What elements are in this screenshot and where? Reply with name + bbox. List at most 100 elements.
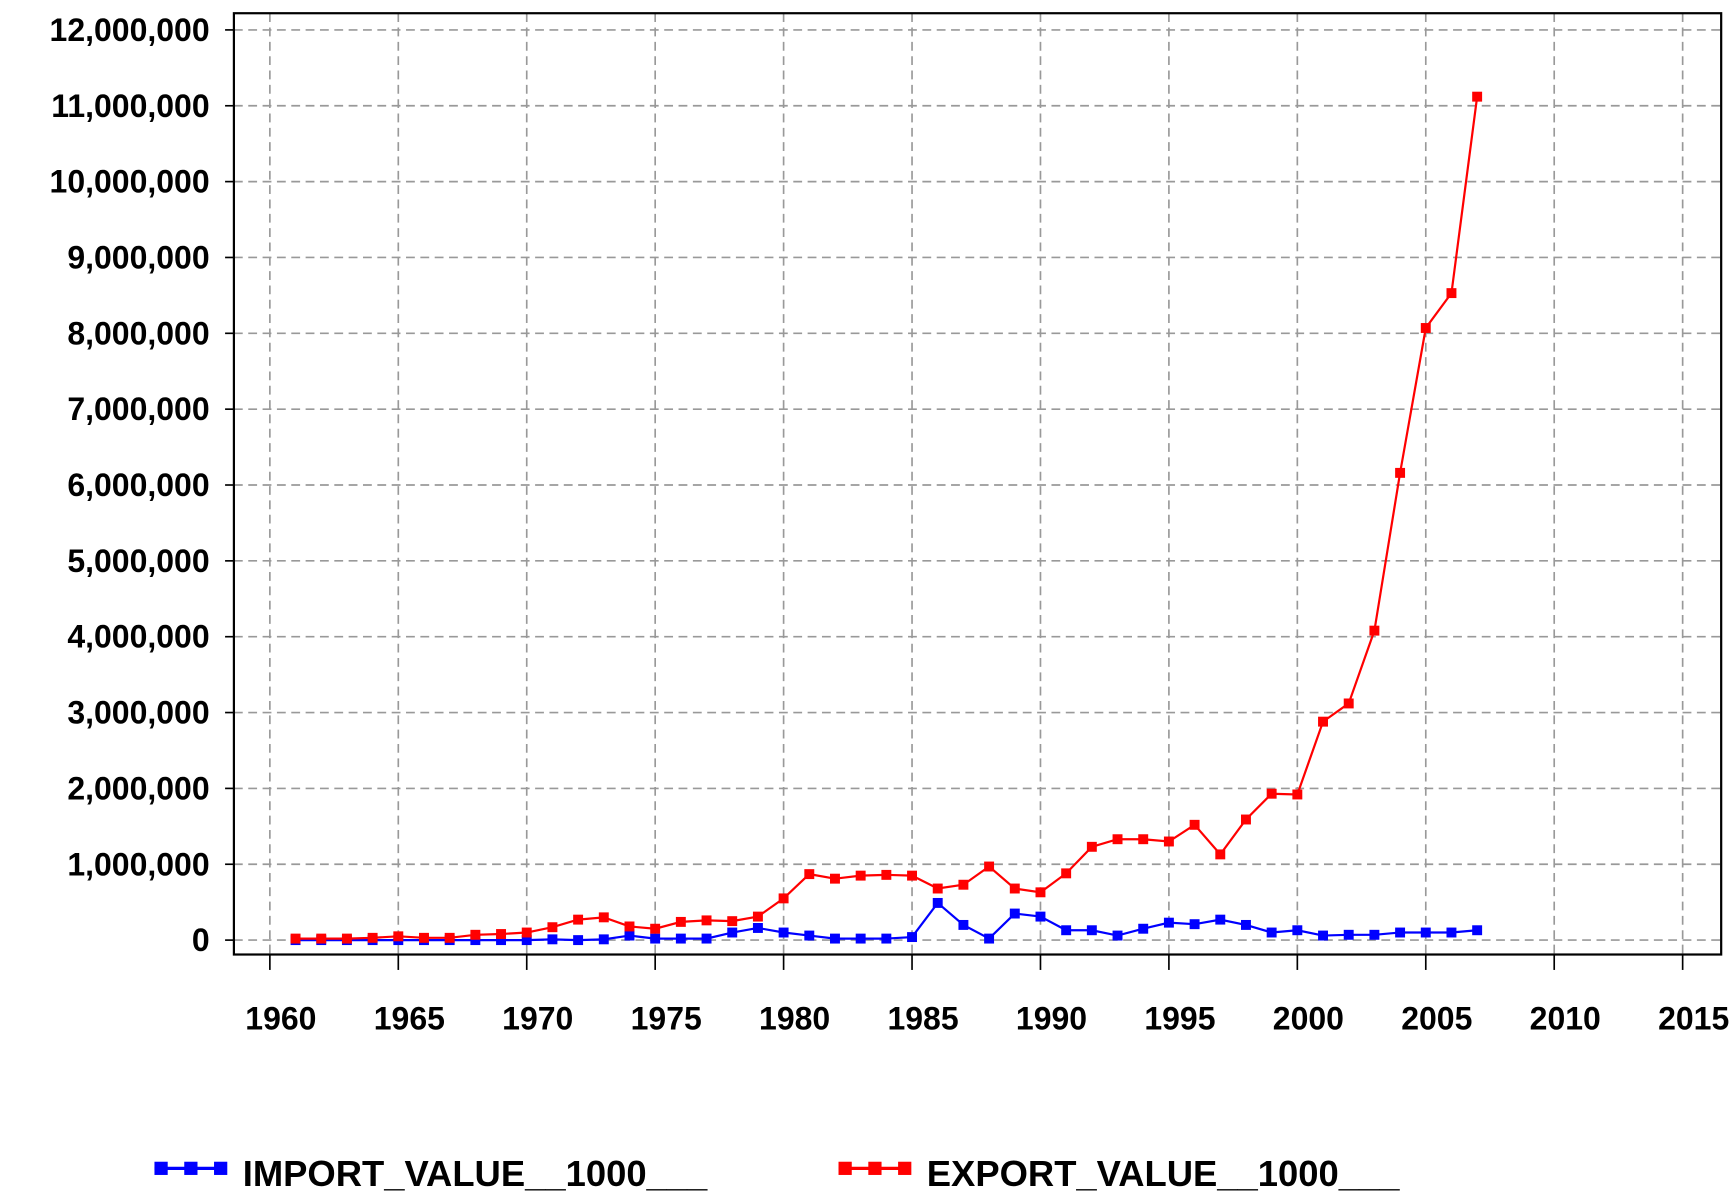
point xyxy=(958,879,969,890)
point xyxy=(804,869,815,880)
point xyxy=(393,931,404,942)
point xyxy=(419,932,429,943)
point xyxy=(598,934,609,945)
y-tick-label: 4,000,000 xyxy=(67,619,209,655)
point xyxy=(1189,819,1200,830)
point xyxy=(598,912,609,923)
point xyxy=(1086,925,1097,936)
point xyxy=(675,916,686,927)
point xyxy=(855,933,866,944)
x-tick-label: 1980 xyxy=(759,1000,830,1036)
point xyxy=(804,930,815,941)
y-tick-label: 0 xyxy=(192,922,210,958)
point xyxy=(624,921,635,932)
point xyxy=(547,922,558,933)
point xyxy=(316,933,327,944)
legend-marker xyxy=(868,1161,882,1175)
point xyxy=(1395,467,1406,478)
point xyxy=(367,932,378,943)
point xyxy=(1138,834,1149,845)
y-tick-label: 9,000,000 xyxy=(67,239,209,275)
point xyxy=(881,933,892,944)
point xyxy=(341,933,352,944)
point xyxy=(290,933,301,944)
point xyxy=(958,919,969,930)
y-tick-label: 5,000,000 xyxy=(67,543,209,579)
point xyxy=(1318,930,1328,941)
point xyxy=(881,869,892,880)
legend-label: EXPORT_VALUE__1000___ xyxy=(927,1153,1400,1194)
y-tick-label: 11,000,000 xyxy=(51,88,209,124)
point xyxy=(1369,625,1380,636)
point xyxy=(521,935,532,946)
y-tick-label: 3,000,000 xyxy=(67,695,209,731)
point xyxy=(1420,927,1431,938)
point xyxy=(752,911,763,922)
legend-label: IMPORT_VALUE__1000___ xyxy=(243,1153,708,1194)
point xyxy=(1318,716,1328,727)
point xyxy=(752,923,763,933)
point xyxy=(624,930,635,941)
point xyxy=(1266,927,1277,938)
point xyxy=(984,933,995,944)
point xyxy=(1395,927,1406,938)
point xyxy=(573,935,584,946)
point xyxy=(701,933,712,944)
point xyxy=(701,915,712,926)
point xyxy=(470,935,481,946)
point xyxy=(1472,91,1483,102)
point xyxy=(444,932,455,943)
point xyxy=(1343,929,1354,940)
point xyxy=(1112,930,1123,941)
point xyxy=(1163,836,1174,847)
point xyxy=(1266,788,1277,799)
point xyxy=(1215,914,1226,925)
point xyxy=(1189,919,1200,930)
point xyxy=(855,870,866,881)
legend-marker xyxy=(184,1161,198,1175)
point xyxy=(650,923,661,934)
point xyxy=(907,932,918,943)
point xyxy=(1241,919,1251,930)
x-tick-label: 1960 xyxy=(245,1000,316,1036)
point xyxy=(907,870,918,881)
point xyxy=(470,929,481,940)
x-tick-label: 1990 xyxy=(1016,1000,1087,1036)
legend-marker xyxy=(154,1161,168,1175)
point xyxy=(1061,868,1072,879)
point xyxy=(1292,925,1303,936)
point xyxy=(1446,927,1457,938)
point xyxy=(1343,698,1354,709)
x-tick-label: 2005 xyxy=(1401,1000,1472,1036)
point xyxy=(573,914,584,925)
point xyxy=(778,893,789,904)
point xyxy=(727,916,738,927)
y-tick-label: 6,000,000 xyxy=(67,467,209,503)
point xyxy=(1035,887,1046,898)
x-tick-label: 2015 xyxy=(1658,1000,1729,1036)
plot-area xyxy=(233,13,1722,955)
point xyxy=(496,929,507,939)
legend-marker xyxy=(214,1161,228,1175)
point xyxy=(1369,929,1380,940)
point xyxy=(1009,883,1020,894)
point xyxy=(1163,917,1174,928)
y-tick-label: 10,000,000 xyxy=(50,164,210,200)
point xyxy=(1215,849,1226,860)
x-tick-label: 2010 xyxy=(1530,1000,1601,1036)
point xyxy=(1112,834,1123,845)
point xyxy=(1138,923,1149,934)
x-tick-label: 1970 xyxy=(502,1000,573,1036)
point xyxy=(496,935,507,946)
point xyxy=(547,934,558,945)
x-tick-label: 1985 xyxy=(887,1000,958,1036)
point xyxy=(521,927,532,938)
y-tick-label: 8,000,000 xyxy=(67,315,209,351)
x-tick-label: 1975 xyxy=(631,1000,702,1036)
y-tick-label: 12,000,000 xyxy=(50,12,210,48)
legend-marker xyxy=(838,1161,852,1175)
plot-frame xyxy=(232,12,1723,956)
point xyxy=(1472,925,1483,936)
point xyxy=(830,873,840,884)
